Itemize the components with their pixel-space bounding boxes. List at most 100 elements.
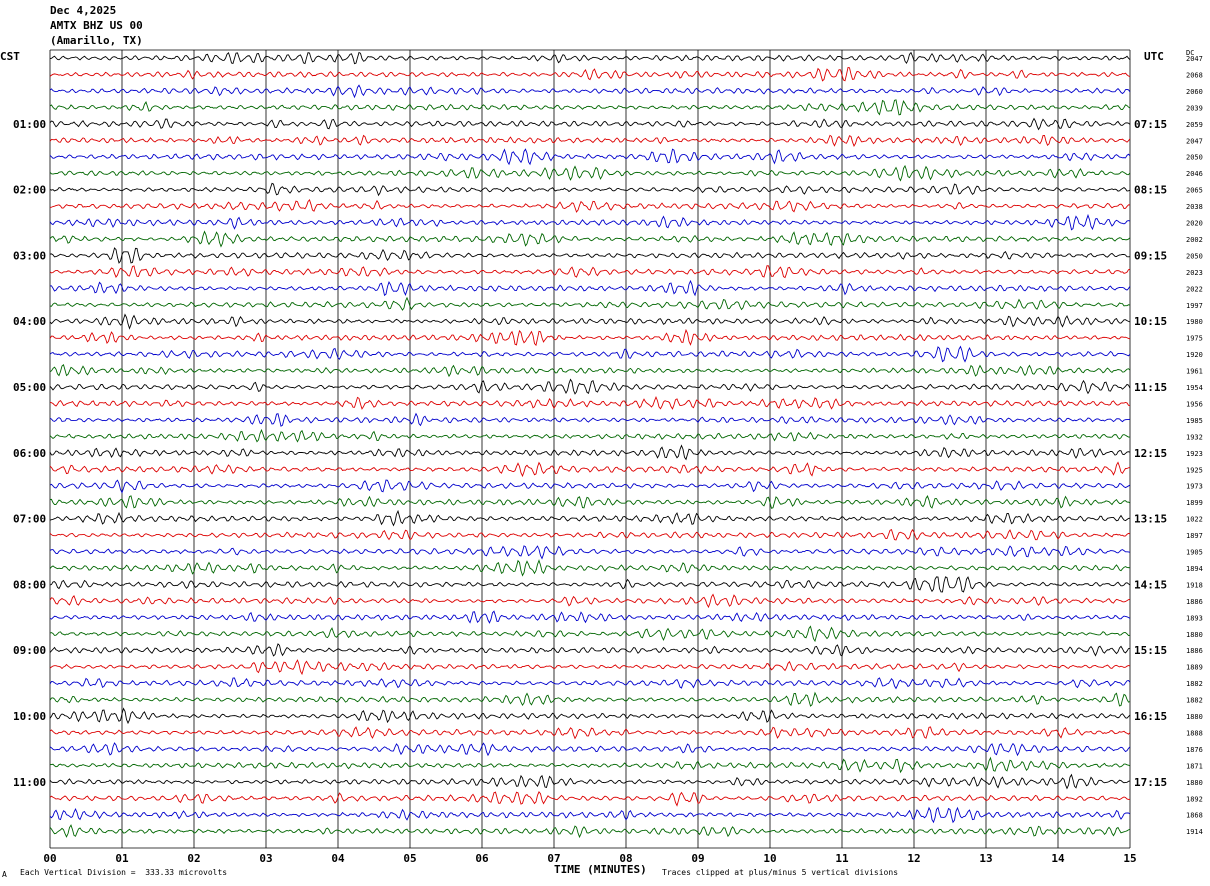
seismogram-trace <box>49 791 1131 807</box>
seismogram-trace <box>49 247 1131 264</box>
dc-offset-label: 1886 <box>1186 598 1203 606</box>
dc-offset-label: 1892 <box>1186 795 1203 803</box>
dc-offset-label: 1980 <box>1186 318 1203 326</box>
dc-offset-label: 1022 <box>1186 516 1203 524</box>
seismogram-trace <box>49 84 1131 99</box>
dc-offset-label: 1956 <box>1186 400 1203 408</box>
dc-offset-label: 2060 <box>1186 88 1203 96</box>
cst-hour-label: 06:00 <box>13 447 46 460</box>
seismogram-trace <box>49 182 1131 197</box>
x-tick-label: 15 <box>1123 852 1136 865</box>
dc-offset-label: 1880 <box>1186 779 1203 787</box>
dc-offset-label: 1876 <box>1186 746 1203 754</box>
dc-offset-label: 1932 <box>1186 433 1203 441</box>
dc-offset-label: 1973 <box>1186 483 1203 491</box>
cst-hour-labels: 01:00 02:00 03:00 04:00 05:00 06:00 07:00 08:00… <box>13 118 46 789</box>
dc-offset-label: 2022 <box>1186 285 1203 293</box>
dc-offset-label: 1893 <box>1186 614 1203 622</box>
dc-offset-label: 2023 <box>1186 269 1203 277</box>
dc-offset-label: 1868 <box>1186 812 1203 820</box>
seismogram-trace <box>49 51 1131 65</box>
seismogram-trace <box>49 265 1131 279</box>
dc-offset-label: 1997 <box>1186 302 1203 310</box>
cst-hour-label: 03:00 <box>13 249 46 262</box>
dc-offset-label: 1894 <box>1186 565 1203 573</box>
utc-hour-label: 07:15 <box>1134 118 1167 131</box>
dc-offset-label: 2047 <box>1186 55 1203 63</box>
cst-hour-label: 02:00 <box>13 184 46 197</box>
seismogram-trace <box>49 824 1131 839</box>
seismogram-trace <box>49 378 1131 395</box>
seismogram-trace <box>49 576 1131 593</box>
utc-hour-labels: 07:15 08:15 09:15 10:15 11:15 12:15 13:15 14:15… <box>1134 118 1167 789</box>
utc-hour-label: 11:15 <box>1134 381 1167 394</box>
utc-hour-label: 13:15 <box>1134 513 1167 526</box>
seismogram-trace <box>49 412 1131 427</box>
dc-offset-label: 2039 <box>1186 104 1203 112</box>
seismogram-trace <box>49 230 1131 248</box>
seismogram-traces <box>49 51 1131 839</box>
seismogram-trace <box>49 806 1131 824</box>
seismogram-trace <box>49 164 1131 182</box>
scale-note: Each Vertical Division = 333.33 microvol… <box>20 868 228 877</box>
dc-offset-label: 2047 <box>1186 137 1203 145</box>
utc-hour-label: 17:15 <box>1134 776 1167 789</box>
dc-offset-label: 1880 <box>1186 631 1203 639</box>
seismogram-trace <box>49 610 1131 624</box>
corner-mark: A <box>2 870 7 879</box>
seismogram-trace <box>49 726 1131 740</box>
dc-offset-label: 1905 <box>1186 549 1203 557</box>
cst-hour-label: 10:00 <box>13 710 46 723</box>
dc-offset-label: 2065 <box>1186 187 1203 195</box>
seismogram-trace <box>49 707 1131 725</box>
seismogram-trace <box>49 479 1131 494</box>
seismogram-trace <box>49 756 1131 774</box>
utc-hour-label: 14:15 <box>1134 578 1167 591</box>
x-axis-tick-labels: 00 01 02 03 04 05 06 07 08 09 10 11 12 13 14 15 <box>43 852 1136 865</box>
seismogram-trace <box>49 742 1131 757</box>
dc-offset-label: 1925 <box>1186 466 1203 474</box>
utc-hour-label: 16:15 <box>1134 710 1167 723</box>
dc-offset-label: 2046 <box>1186 170 1203 178</box>
dc-offset-label: 1880 <box>1186 713 1203 721</box>
seismogram-trace <box>49 444 1131 461</box>
dc-offset-label: 1918 <box>1186 581 1203 589</box>
seismogram-trace <box>49 495 1131 509</box>
seismogram-trace <box>49 559 1131 577</box>
dc-offset-label: 2050 <box>1186 154 1203 162</box>
dc-offset-label: 1975 <box>1186 335 1203 343</box>
dc-offset-label: 1914 <box>1186 828 1203 836</box>
seismogram-trace <box>49 99 1131 116</box>
x-tick-label: 04 <box>331 852 345 865</box>
cst-hour-label: 08:00 <box>13 578 46 591</box>
seismogram-trace <box>49 148 1131 166</box>
cst-hour-label: 09:00 <box>13 644 46 657</box>
x-tick-label: 13 <box>979 852 992 865</box>
seismogram-trace <box>49 677 1131 690</box>
header-location: (Amarillo, TX) <box>50 34 143 47</box>
dc-offset-label: 2050 <box>1186 252 1203 260</box>
dc-offset-labels: 2047 2068 2060 2039 2059 2047 2050 2046 2065 2038… <box>1186 55 1203 836</box>
dc-offset-label: 1961 <box>1186 368 1203 376</box>
seismogram-trace <box>49 213 1131 231</box>
cst-hour-label: 04:00 <box>13 315 46 328</box>
x-tick-label: 09 <box>691 852 704 865</box>
seismogram-trace <box>49 659 1131 676</box>
seismogram-trace <box>49 66 1131 82</box>
dc-offset-label: 2002 <box>1186 236 1203 244</box>
seismogram-trace <box>49 345 1131 363</box>
utc-hour-label: 09:15 <box>1134 249 1167 262</box>
utc-hour-label: 10:15 <box>1134 315 1167 328</box>
header-date: Dec 4,2025 <box>50 4 117 17</box>
x-tick-label: 10 <box>763 852 776 865</box>
dc-offset-label: 1985 <box>1186 417 1203 425</box>
x-tick-label: 12 <box>907 852 920 865</box>
cst-hour-label: 01:00 <box>13 118 46 131</box>
cst-hour-label: 11:00 <box>13 776 46 789</box>
dc-offset-label: 1882 <box>1186 680 1203 688</box>
x-tick-label: 05 <box>403 852 416 865</box>
seismogram-trace <box>49 545 1131 560</box>
dc-offset-label: 1954 <box>1186 384 1203 392</box>
x-tick-label: 07 <box>547 852 560 865</box>
